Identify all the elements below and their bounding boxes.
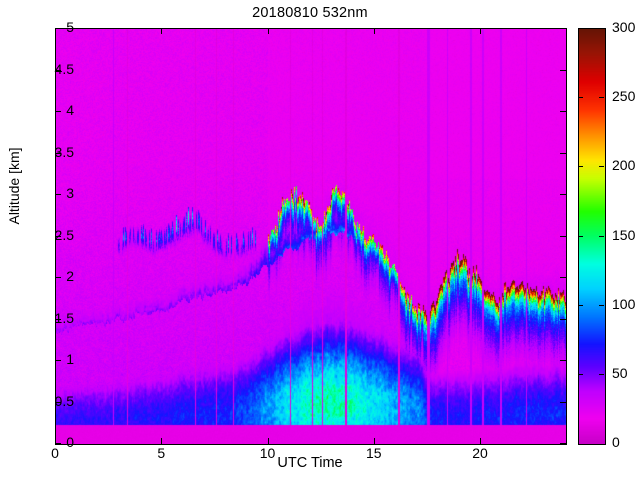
y-tick-mark-right <box>560 443 566 444</box>
colorbar-tick-mark <box>599 235 604 237</box>
colorbar[interactable] <box>578 28 606 445</box>
x-tick-label: 20 <box>472 445 488 461</box>
y-tick-mark-right <box>560 111 566 112</box>
y-tick-mark <box>55 235 61 237</box>
colorbar-tick-mark-left <box>578 97 583 99</box>
x-tick-mark <box>373 438 375 444</box>
colorbar-tick-mark-left <box>578 304 583 306</box>
y-tick-label: 5 <box>66 19 74 35</box>
colorbar-tick-mark <box>599 304 604 306</box>
y-tick-label: 4 <box>66 102 74 118</box>
backscatter-heatmap[interactable] <box>56 29 566 444</box>
y-tick-mark <box>55 443 61 444</box>
x-tick-label: 5 <box>157 445 166 461</box>
colorbar-tick-mark <box>599 166 604 168</box>
y-tick-label: 3 <box>66 185 74 201</box>
y-tick-label: 0.5 <box>54 392 74 409</box>
colorbar-tick-label: 250 <box>612 88 636 105</box>
x-tick-mark <box>55 438 56 444</box>
y-tick-mark-right <box>560 194 566 195</box>
y-tick-mark <box>55 152 61 154</box>
y-tick-mark-right <box>560 360 566 361</box>
y-tick-label: 3.5 <box>54 143 74 160</box>
x-tick-mark <box>267 438 269 444</box>
colorbar-tick-mark <box>599 97 604 99</box>
y-tick-label: 1.5 <box>54 309 74 326</box>
x-tick-mark <box>480 438 481 444</box>
y-tick-mark-right <box>560 277 566 278</box>
y-tick-label: 2.5 <box>54 226 74 243</box>
y-tick-mark <box>55 277 61 278</box>
x-tick-mark-top <box>161 28 163 34</box>
y-tick-label: 0 <box>66 434 74 450</box>
y-axis-label: Altitude [km] <box>6 147 22 225</box>
colorbar-tick-label: 300 <box>612 19 636 35</box>
y-tick-mark-right <box>560 401 566 403</box>
y-tick-label: 2 <box>66 268 74 284</box>
y-tick-mark <box>55 194 61 195</box>
y-tick-mark-right <box>560 28 566 29</box>
colorbar-tick-label: 100 <box>612 295 636 312</box>
y-tick-mark-right <box>560 69 566 71</box>
x-tick-mark-top <box>480 28 481 34</box>
y-tick-mark <box>55 318 61 320</box>
x-tick-label: 10 <box>259 445 276 461</box>
y-tick-label: 4.5 <box>54 60 74 77</box>
x-tick-mark-top <box>267 28 269 34</box>
y-tick-mark-right <box>560 152 566 154</box>
x-tick-label: 0 <box>51 445 59 461</box>
y-tick-mark <box>55 111 61 112</box>
colorbar-tick-label: 150 <box>612 226 636 243</box>
colorbar-tick-label: 50 <box>612 364 628 381</box>
x-tick-mark-top <box>373 28 375 34</box>
y-tick-mark-right <box>560 318 566 320</box>
y-tick-mark <box>55 69 61 71</box>
page-title: 20180810 532nm <box>252 5 368 21</box>
x-tick-label: 15 <box>365 445 382 461</box>
colorbar-tick-label: 200 <box>612 157 636 174</box>
y-tick-label: 1 <box>66 351 74 367</box>
colorbar-tick-mark-left <box>578 166 583 168</box>
colorbar-tick-mark <box>599 373 604 375</box>
y-tick-mark <box>55 401 61 403</box>
x-tick-mark-top <box>55 28 56 34</box>
colorbar-tick-label: 0 <box>612 434 620 450</box>
y-tick-mark-right <box>560 235 566 237</box>
y-tick-mark <box>55 28 61 29</box>
heatmap-axes[interactable] <box>55 28 567 445</box>
colorbar-tick-mark-left <box>578 373 583 375</box>
x-tick-mark <box>161 438 163 444</box>
x-axis-label: UTC Time <box>277 455 343 471</box>
y-tick-mark <box>55 360 61 361</box>
colorbar-tick-mark-left <box>578 235 583 237</box>
colorbar-gradient <box>579 29 605 444</box>
